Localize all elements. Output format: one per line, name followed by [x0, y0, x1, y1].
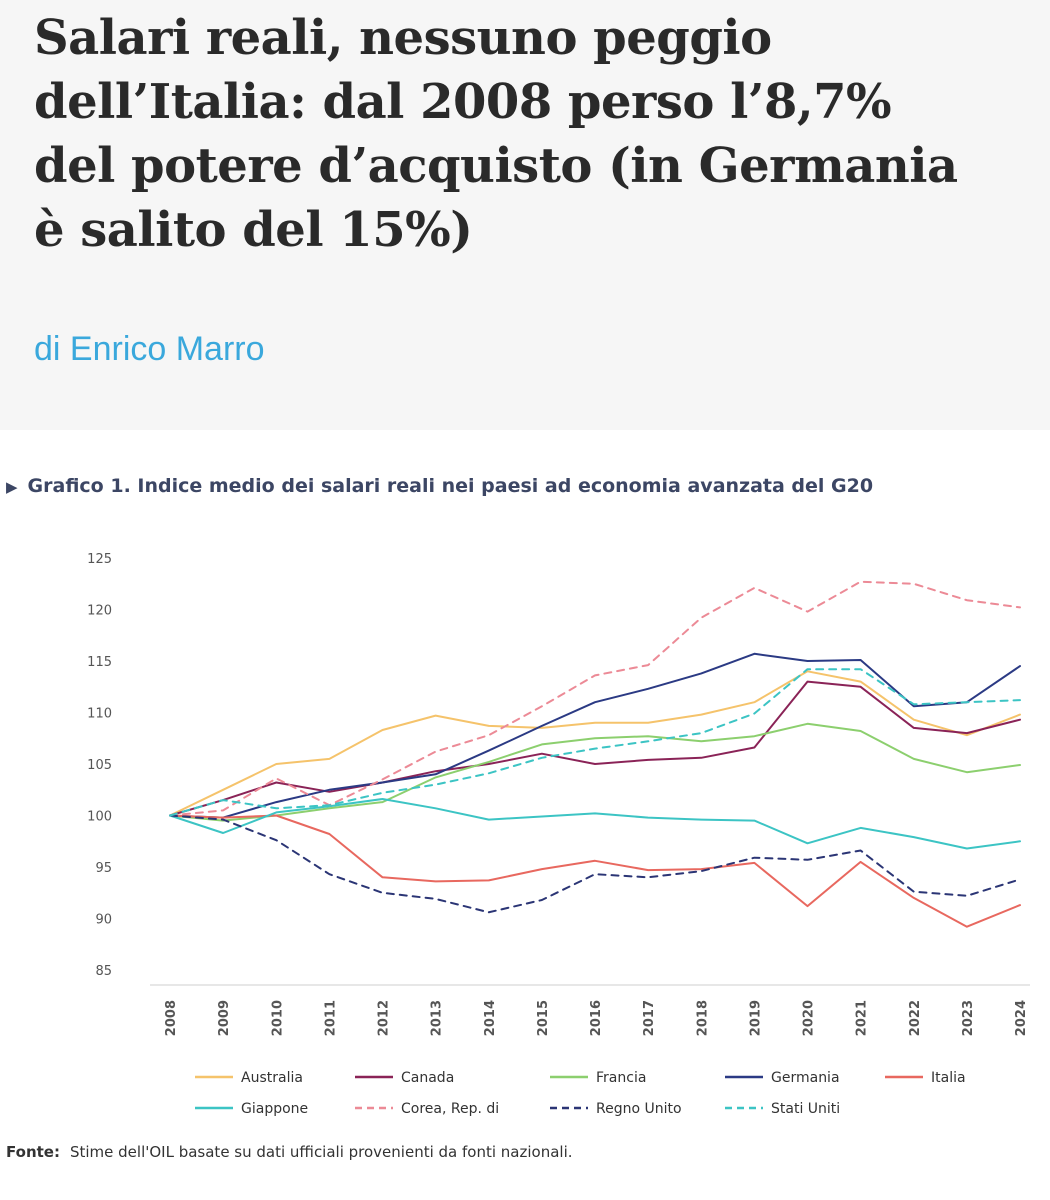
x-tick-label: 2011	[323, 1000, 338, 1036]
y-tick-label: 85	[95, 964, 112, 979]
line-chart: 85 90 95 100 105 110 115 120 125 2008 2009 2010 2011…	[87, 552, 1030, 1117]
legend-label: Francia	[596, 1070, 646, 1086]
source-label: Fonte:	[6, 1143, 60, 1161]
headline-line: è salito del 15%)	[34, 202, 473, 258]
x-tick-label: 2014	[483, 1000, 498, 1036]
x-tick-label: 2010	[270, 1000, 285, 1036]
legend-label: Corea, Rep. di	[401, 1101, 499, 1117]
y-tick-label: 105	[87, 758, 112, 773]
x-tick-label: 2019	[748, 1000, 763, 1036]
series-line-giappone	[169, 798, 1021, 850]
y-tick-label: 100	[87, 810, 112, 825]
legend-label: Stati Uniti	[771, 1101, 840, 1117]
y-tick-label: 90	[95, 913, 112, 928]
y-tick-label: 110	[87, 707, 112, 722]
chart-title: ▶ Grafico 1. Indice medio dei salari real…	[6, 475, 873, 497]
chart-figure: ▶ Grafico 1. Indice medio dei salari real…	[0, 445, 1050, 1200]
legend-label: Germania	[771, 1070, 840, 1086]
x-tick-label: 2008	[164, 1000, 179, 1036]
y-tick-label: 125	[87, 552, 112, 567]
x-tick-label: 2016	[589, 1000, 604, 1036]
source-note: Fonte: Stime dell'OIL basate su dati uffi…	[6, 1143, 573, 1161]
article-header: Salari reali, nessuno peggio dell’Italia…	[0, 0, 1050, 430]
series-line-corea-rep-di	[169, 580, 1021, 817]
series-line-australia	[169, 670, 1021, 817]
headline: Salari reali, nessuno peggio dell’Italia…	[34, 6, 1034, 262]
headline-line: dell’Italia: dal 2008 perso l’8,7%	[34, 74, 892, 130]
x-tick-label: 2022	[908, 1000, 923, 1036]
x-tick-label: 2017	[642, 1000, 657, 1036]
x-tick-label: 2018	[695, 1000, 710, 1036]
legend-label: Giappone	[241, 1101, 308, 1117]
triangle-marker-icon: ▶	[6, 478, 18, 496]
x-tick-label: 2012	[377, 1000, 392, 1036]
x-tick-label: 2024	[1014, 1000, 1029, 1036]
x-tick-label: 2009	[217, 1000, 232, 1036]
series-line-germania	[169, 652, 1021, 819]
x-tick-label: 2023	[961, 1000, 976, 1036]
legend-label: Canada	[401, 1070, 454, 1086]
series-line-stati-uniti	[169, 668, 1021, 817]
legend-label: Italia	[931, 1070, 966, 1086]
series-line-francia	[169, 722, 1021, 822]
x-tick-label: 2015	[536, 1000, 551, 1036]
y-tick-label: 115	[87, 655, 112, 670]
series-line-canada	[169, 680, 1021, 817]
y-tick-label: 95	[95, 861, 112, 876]
byline-author-link[interactable]: di Enrico Marro	[34, 330, 265, 368]
series-line-regno-unito	[169, 814, 1021, 914]
x-tick-label: 2021	[855, 1000, 870, 1036]
legend-label: Regno Unito	[596, 1101, 682, 1117]
x-tick-label: 2020	[802, 1000, 817, 1036]
x-tick-label: 2013	[430, 1000, 445, 1036]
series-line-italia	[169, 814, 1021, 928]
headline-line: del potere d’acquisto (in Germania	[34, 138, 958, 194]
source-text: Stime dell'OIL basate su dati ufficiali …	[69, 1143, 573, 1161]
chart-title-text: Grafico 1. Indice medio dei salari reali…	[27, 475, 874, 497]
legend-label: Australia	[241, 1070, 303, 1086]
y-tick-label: 120	[87, 604, 112, 619]
headline-line: Salari reali, nessuno peggio	[34, 10, 772, 66]
